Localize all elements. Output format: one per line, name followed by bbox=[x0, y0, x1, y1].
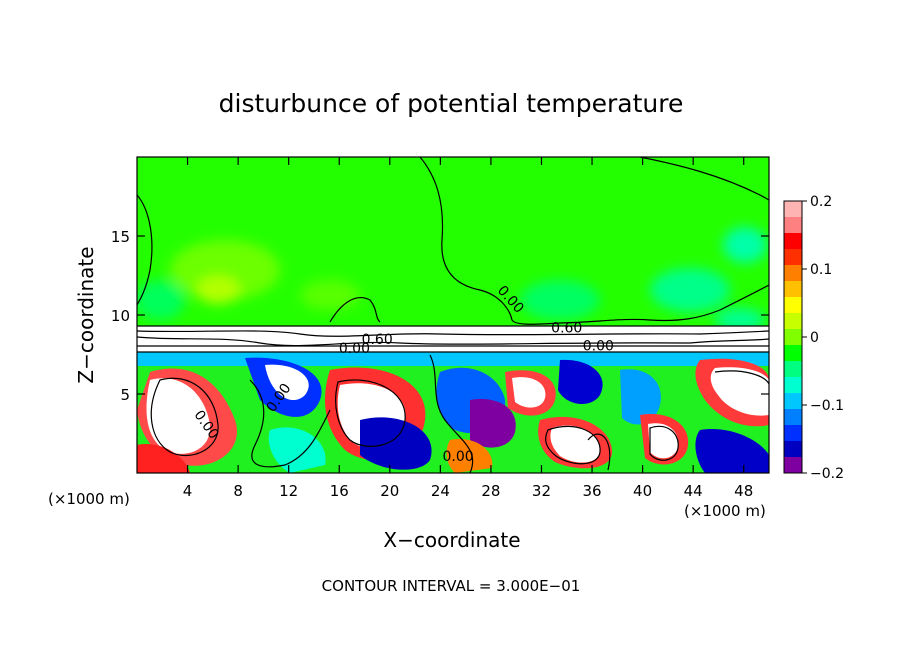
contour-band-2 bbox=[137, 336, 769, 347]
x-tick-label: 12 bbox=[279, 482, 298, 500]
contour-lower-a bbox=[150, 377, 219, 457]
contour-label: 0.60 bbox=[362, 332, 393, 348]
x-tick-label: 48 bbox=[734, 482, 753, 500]
x-axis-label: X−coordinate bbox=[383, 528, 520, 552]
contour-upper-b bbox=[419, 157, 769, 325]
x-tick-label: 40 bbox=[633, 482, 652, 500]
contour-upper-a bbox=[137, 194, 153, 306]
x-tick-label: 44 bbox=[684, 482, 703, 500]
y-axis-label: Z−coordinate bbox=[74, 246, 98, 383]
strat-band bbox=[137, 326, 769, 352]
y-tick-label: 15 bbox=[111, 228, 130, 246]
contour-lower-g bbox=[714, 370, 769, 385]
contour-interval-note: CONTOUR INTERVAL = 3.000E−01 bbox=[322, 577, 581, 595]
x-tick-label: 8 bbox=[233, 482, 243, 500]
contour-lower-f bbox=[587, 433, 611, 471]
contour-label: 0.60 bbox=[551, 320, 582, 336]
contour-upper-d bbox=[329, 297, 381, 323]
x-tick-label: 32 bbox=[532, 482, 551, 500]
contour-lower-b bbox=[249, 379, 331, 468]
plot-area bbox=[137, 157, 769, 473]
contour-lower-h bbox=[649, 425, 679, 461]
y-tick-label: 10 bbox=[111, 307, 130, 325]
x-tick-label: 24 bbox=[431, 482, 450, 500]
x-unit-left: (×1000 m) bbox=[48, 490, 130, 508]
contour-lines bbox=[137, 157, 769, 473]
x-tick-label: 36 bbox=[582, 482, 601, 500]
contour-upper-c bbox=[639, 157, 769, 201]
colorbar-tick-label: 0 bbox=[810, 330, 819, 346]
colorbar-tick-label: −0.2 bbox=[810, 466, 844, 482]
upper-field-features bbox=[137, 227, 767, 332]
lower-field-blobs bbox=[137, 352, 769, 473]
contour-label: 0.00 bbox=[339, 341, 370, 357]
contour-band-1 bbox=[137, 330, 769, 337]
colorbar-ticks: −0.2 −0.1 0 0.1 0.2 bbox=[802, 194, 844, 482]
contour-lower-d bbox=[429, 354, 474, 473]
x-tick-label: 16 bbox=[330, 482, 349, 500]
x-unit-right: (×1000 m) bbox=[684, 502, 766, 520]
contour-lower-e bbox=[545, 425, 601, 465]
x-tick-label: 28 bbox=[481, 482, 500, 500]
y-axis-ticks: 5 10 15 bbox=[111, 228, 769, 404]
x-tick-label: 4 bbox=[183, 482, 193, 500]
colorbar-tick-label: −0.1 bbox=[810, 398, 844, 414]
colorbar-tick-label: 0.2 bbox=[810, 194, 832, 210]
x-axis-ticks: 4 8 12 16 20 24 28 32 36 40 44 48 bbox=[183, 157, 753, 500]
colorbar: −0.2 −0.1 0 0.1 0.2 bbox=[783, 194, 844, 482]
x-tick-label: 20 bbox=[380, 482, 399, 500]
y-tick-label: 5 bbox=[120, 386, 130, 404]
contour-lower-c bbox=[335, 379, 406, 447]
chart-title: disturbunce of potential temperature bbox=[219, 89, 684, 118]
contour-label: 0.00 bbox=[442, 449, 473, 465]
contour-label: 0.00 bbox=[583, 339, 614, 355]
colorbar-tick-label: 0.1 bbox=[810, 262, 832, 278]
colorbar-fill bbox=[783, 200, 803, 474]
